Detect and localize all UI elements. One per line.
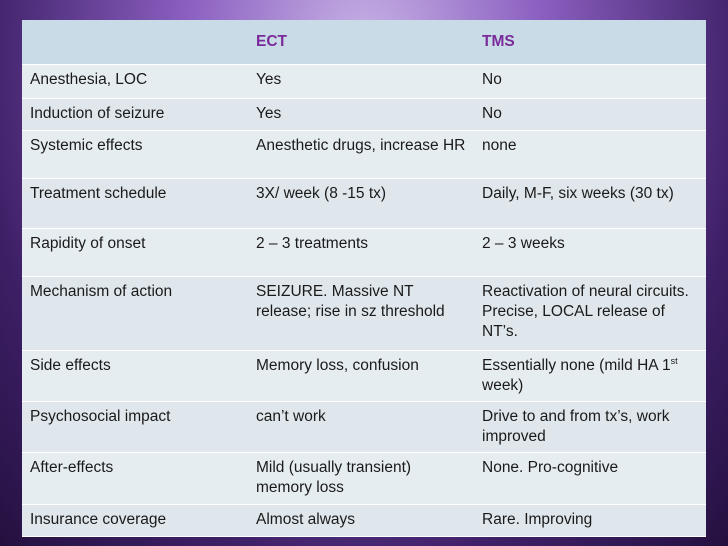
row-label: Psychosocial impact xyxy=(22,401,248,453)
row-label: Induction of seizure xyxy=(22,98,248,131)
header-blank-cell xyxy=(22,20,248,65)
tms-text-pre: Essentially none (mild HA 1 xyxy=(482,357,671,374)
ect-cell: Yes xyxy=(248,98,474,131)
tms-cell: Reactivation of neural circuits. Precise… xyxy=(474,276,706,351)
header-ect: ECT xyxy=(248,20,474,65)
row-label: Systemic effects xyxy=(22,130,248,179)
table-row: Mechanism of action SEIZURE. Massive NT … xyxy=(22,276,706,351)
tms-cell: No xyxy=(474,64,706,99)
tms-cell: Essentially none (mild HA 1st week) xyxy=(474,350,706,402)
superscript-st: st xyxy=(670,355,678,366)
table-row: Systemic effects Anesthetic drugs, incre… xyxy=(22,130,706,179)
ect-cell: 3X/ week (8 -15 tx) xyxy=(248,178,474,229)
ect-cell: Anesthetic drugs, increase HR xyxy=(248,130,474,179)
ect-cell: Yes xyxy=(248,64,474,99)
ect-cell: Mild (usually transient) memory loss xyxy=(248,452,474,505)
table-row: Psychosocial impact can’t work Drive to … xyxy=(22,401,706,453)
tms-cell: Rare. Improving xyxy=(474,504,706,537)
ect-cell: can’t work xyxy=(248,401,474,453)
row-label: Rapidity of onset xyxy=(22,228,248,277)
ect-cell: SEIZURE. Massive NT release; rise in sz … xyxy=(248,276,474,351)
tms-cell: Drive to and from tx’s, work improved xyxy=(474,401,706,453)
tms-cell: No xyxy=(474,98,706,131)
table-row: Induction of seizure Yes No xyxy=(22,98,706,131)
table-row: Insurance coverage Almost always Rare. I… xyxy=(22,504,706,537)
table-row: Side effects Memory loss, confusion Esse… xyxy=(22,350,706,402)
table-header-row: ECT TMS xyxy=(22,20,706,65)
tms-text-post: week) xyxy=(482,377,524,394)
table-row: Anesthesia, LOC Yes No xyxy=(22,64,706,99)
row-label: After-effects xyxy=(22,452,248,505)
ect-cell: 2 – 3 treatments xyxy=(248,228,474,277)
tms-cell: none xyxy=(474,130,706,179)
header-tms: TMS xyxy=(474,20,706,65)
row-label: Side effects xyxy=(22,350,248,402)
table-row: Treatment schedule 3X/ week (8 -15 tx) D… xyxy=(22,178,706,229)
tms-cell: 2 – 3 weeks xyxy=(474,228,706,277)
row-label: Anesthesia, LOC xyxy=(22,64,248,99)
ect-cell: Almost always xyxy=(248,504,474,537)
row-label: Treatment schedule xyxy=(22,178,248,229)
tms-cell: Daily, M-F, six weeks (30 tx) xyxy=(474,178,706,229)
row-label: Mechanism of action xyxy=(22,276,248,351)
table-row: Rapidity of onset 2 – 3 treatments 2 – 3… xyxy=(22,228,706,277)
tms-cell: None. Pro-cognitive xyxy=(474,452,706,505)
table-row: After-effects Mild (usually transient) m… xyxy=(22,452,706,505)
row-label: Insurance coverage xyxy=(22,504,248,537)
comparison-table: ECT TMS Anesthesia, LOC Yes No Induction… xyxy=(22,20,706,537)
ect-cell: Memory loss, confusion xyxy=(248,350,474,402)
